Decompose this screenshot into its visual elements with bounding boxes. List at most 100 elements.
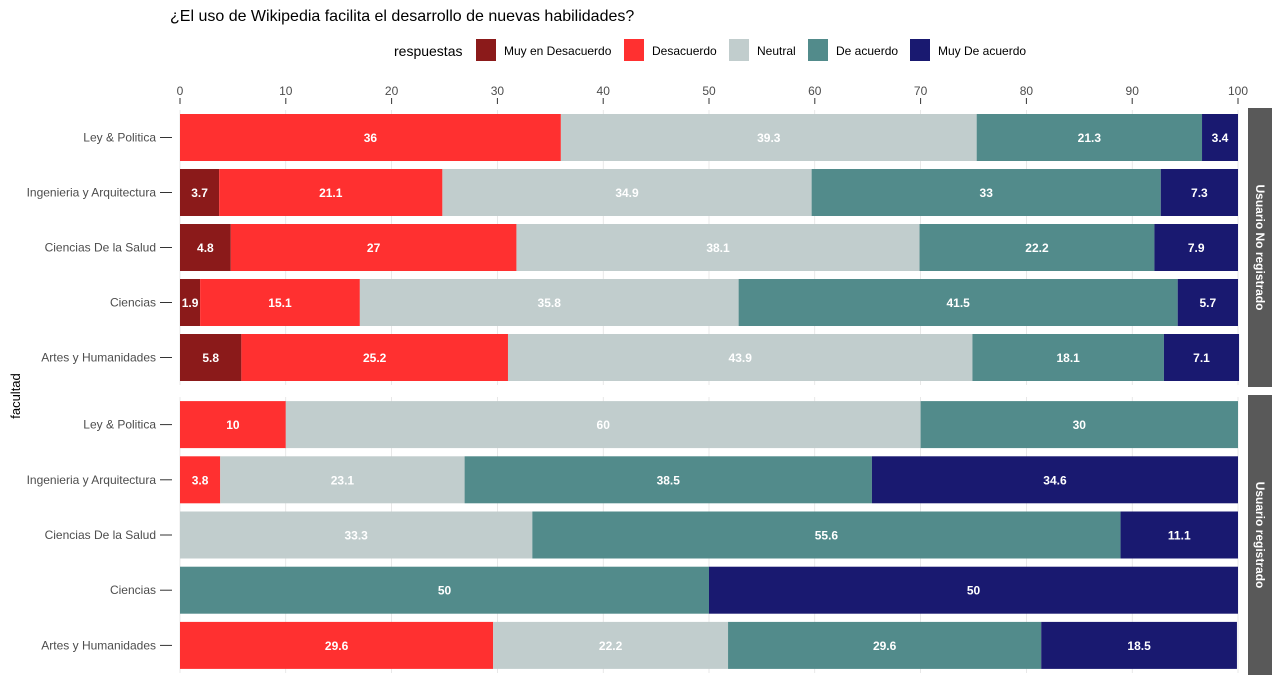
- bar-de-acuerdo: [532, 511, 1121, 559]
- data-label: 21.3: [1078, 131, 1102, 145]
- data-label: 50: [438, 584, 452, 598]
- data-label: 3.7: [191, 186, 208, 200]
- chart-title: ¿El uso de Wikipedia facilita el desarro…: [170, 8, 634, 25]
- bar-neutral: [442, 169, 812, 216]
- facet-strip-label: Usuario No registrado: [1253, 184, 1267, 310]
- data-label: 38.5: [657, 473, 681, 487]
- y-axis-label: facultad: [8, 373, 23, 419]
- data-label: 22.2: [1025, 241, 1049, 255]
- bar-desacuerdo: [180, 456, 221, 504]
- legend-swatch-neutral: [729, 39, 749, 61]
- bar-desacuerdo: [230, 224, 517, 271]
- y-tick-label-ciencias: Ciencias: [110, 583, 156, 597]
- data-label: 1.9: [182, 296, 199, 310]
- legend-label-muy-de-acuerdo: Muy De acuerdo: [938, 44, 1026, 58]
- bar-muy-de-acuerdo: [1177, 279, 1238, 326]
- bar-de-acuerdo: [920, 401, 1238, 449]
- data-label: 5.7: [1200, 296, 1217, 310]
- data-label: 39.3: [757, 131, 781, 145]
- bar-muy-en-desacuerdo: [180, 224, 231, 271]
- data-label: 36: [364, 131, 378, 145]
- y-tick-label-ley-and-politica: Ley & Politica: [83, 131, 156, 145]
- data-label: 25.2: [363, 351, 387, 365]
- data-label: 29.6: [325, 639, 349, 653]
- data-label: 33.3: [344, 529, 368, 543]
- bar-desacuerdo: [241, 334, 508, 381]
- data-label: 4.8: [197, 241, 214, 255]
- x-tick-label: 80: [1020, 84, 1034, 98]
- data-label: 33: [980, 186, 994, 200]
- legend-label-de-acuerdo: De acuerdo: [836, 44, 898, 58]
- y-tick-label-ciencias-de-la-salud: Ciencias De la Salud: [45, 241, 156, 255]
- bar-muy-de-acuerdo: [1120, 511, 1238, 559]
- data-label: 60: [597, 418, 611, 432]
- bar-neutral: [359, 279, 739, 326]
- bar-desacuerdo: [180, 621, 494, 669]
- data-label: 7.1: [1193, 351, 1210, 365]
- data-label: 18.5: [1127, 639, 1151, 653]
- bar-desacuerdo: [180, 401, 286, 449]
- data-label: 41.5: [946, 296, 970, 310]
- x-tick-label: 60: [808, 84, 822, 98]
- bar-de-acuerdo: [972, 334, 1164, 381]
- data-label: 22.2: [599, 639, 623, 653]
- facet-strip: [1248, 108, 1272, 387]
- bar-neutral: [493, 621, 729, 669]
- x-tick-label: 50: [702, 84, 716, 98]
- x-tick-label: 20: [385, 84, 399, 98]
- bar-neutral: [516, 224, 920, 271]
- data-label: 34.6: [1043, 473, 1067, 487]
- bar-desacuerdo: [200, 279, 360, 326]
- y-tick-label-ingenieria-y-arquitectura: Ingenieria y Arquitectura: [27, 473, 157, 487]
- data-label: 55.6: [815, 529, 839, 543]
- bar-de-acuerdo: [919, 224, 1155, 271]
- bar-de-acuerdo: [180, 566, 709, 614]
- bar-de-acuerdo: [728, 621, 1042, 669]
- y-tick-label-ley-and-politica: Ley & Politica: [83, 418, 156, 432]
- x-tick-label: 90: [1126, 84, 1140, 98]
- y-tick-label-ciencias: Ciencias: [110, 296, 156, 310]
- bar-muy-de-acuerdo: [1163, 334, 1240, 381]
- legend-swatch-muy-de-acuerdo: [910, 39, 930, 61]
- bar-neutral: [180, 511, 533, 559]
- legend-title: respuestas: [394, 43, 462, 59]
- data-label: 18.1: [1057, 351, 1081, 365]
- legend-label-neutral: Neutral: [757, 44, 796, 58]
- legend-swatch-desacuerdo: [624, 39, 644, 61]
- bar-desacuerdo: [180, 114, 561, 161]
- data-label: 23.1: [331, 473, 355, 487]
- data-label: 10: [226, 418, 240, 432]
- legend-swatch-muy-en-desacuerdo: [476, 39, 496, 61]
- bar-neutral: [560, 114, 977, 161]
- bar-muy-en-desacuerdo: [180, 334, 242, 381]
- bar-muy-de-acuerdo: [1160, 169, 1238, 216]
- x-tick-label: 10: [279, 84, 293, 98]
- bar-de-acuerdo: [464, 456, 872, 504]
- x-axis: 0 10 20 30 40 50 60 70 80 90 100: [177, 84, 1248, 104]
- data-label: 27: [367, 241, 381, 255]
- facet-strip-label: Usuario registrado: [1253, 482, 1267, 589]
- bar-neutral: [285, 401, 921, 449]
- bar-neutral: [220, 456, 465, 504]
- bar-muy-en-desacuerdo: [180, 279, 201, 326]
- legend: Muy en Desacuerdo Desacuerdo Neutral De acu…: [476, 39, 1026, 61]
- data-label: 29.6: [873, 639, 897, 653]
- data-label: 50: [967, 584, 981, 598]
- data-label: 38.1: [706, 241, 730, 255]
- y-tick-label-ciencias-de-la-salud: Ciencias De la Salud: [45, 528, 156, 542]
- data-label: 11.1: [1168, 529, 1191, 543]
- x-tick-label: 70: [914, 84, 928, 98]
- data-label: 7.3: [1191, 186, 1208, 200]
- x-tick-label: 40: [597, 84, 611, 98]
- facet-strip: [1248, 395, 1272, 675]
- data-label: 5.8: [202, 351, 219, 365]
- legend-swatch-de-acuerdo: [808, 39, 828, 61]
- legend-label-muy-en-desacuerdo: Muy en Desacuerdo: [504, 44, 612, 58]
- data-label: 21.1: [319, 186, 343, 200]
- data-label: 15.1: [268, 296, 292, 310]
- y-tick-label-ingenieria-y-arquitectura: Ingenieria y Arquitectura: [27, 186, 157, 200]
- data-label: 3.8: [192, 473, 209, 487]
- panel-usuario-registrado: Ley & Politica 10 60 30 Ingenieria y Arquite…: [27, 395, 1272, 675]
- bar-neutral: [507, 334, 973, 381]
